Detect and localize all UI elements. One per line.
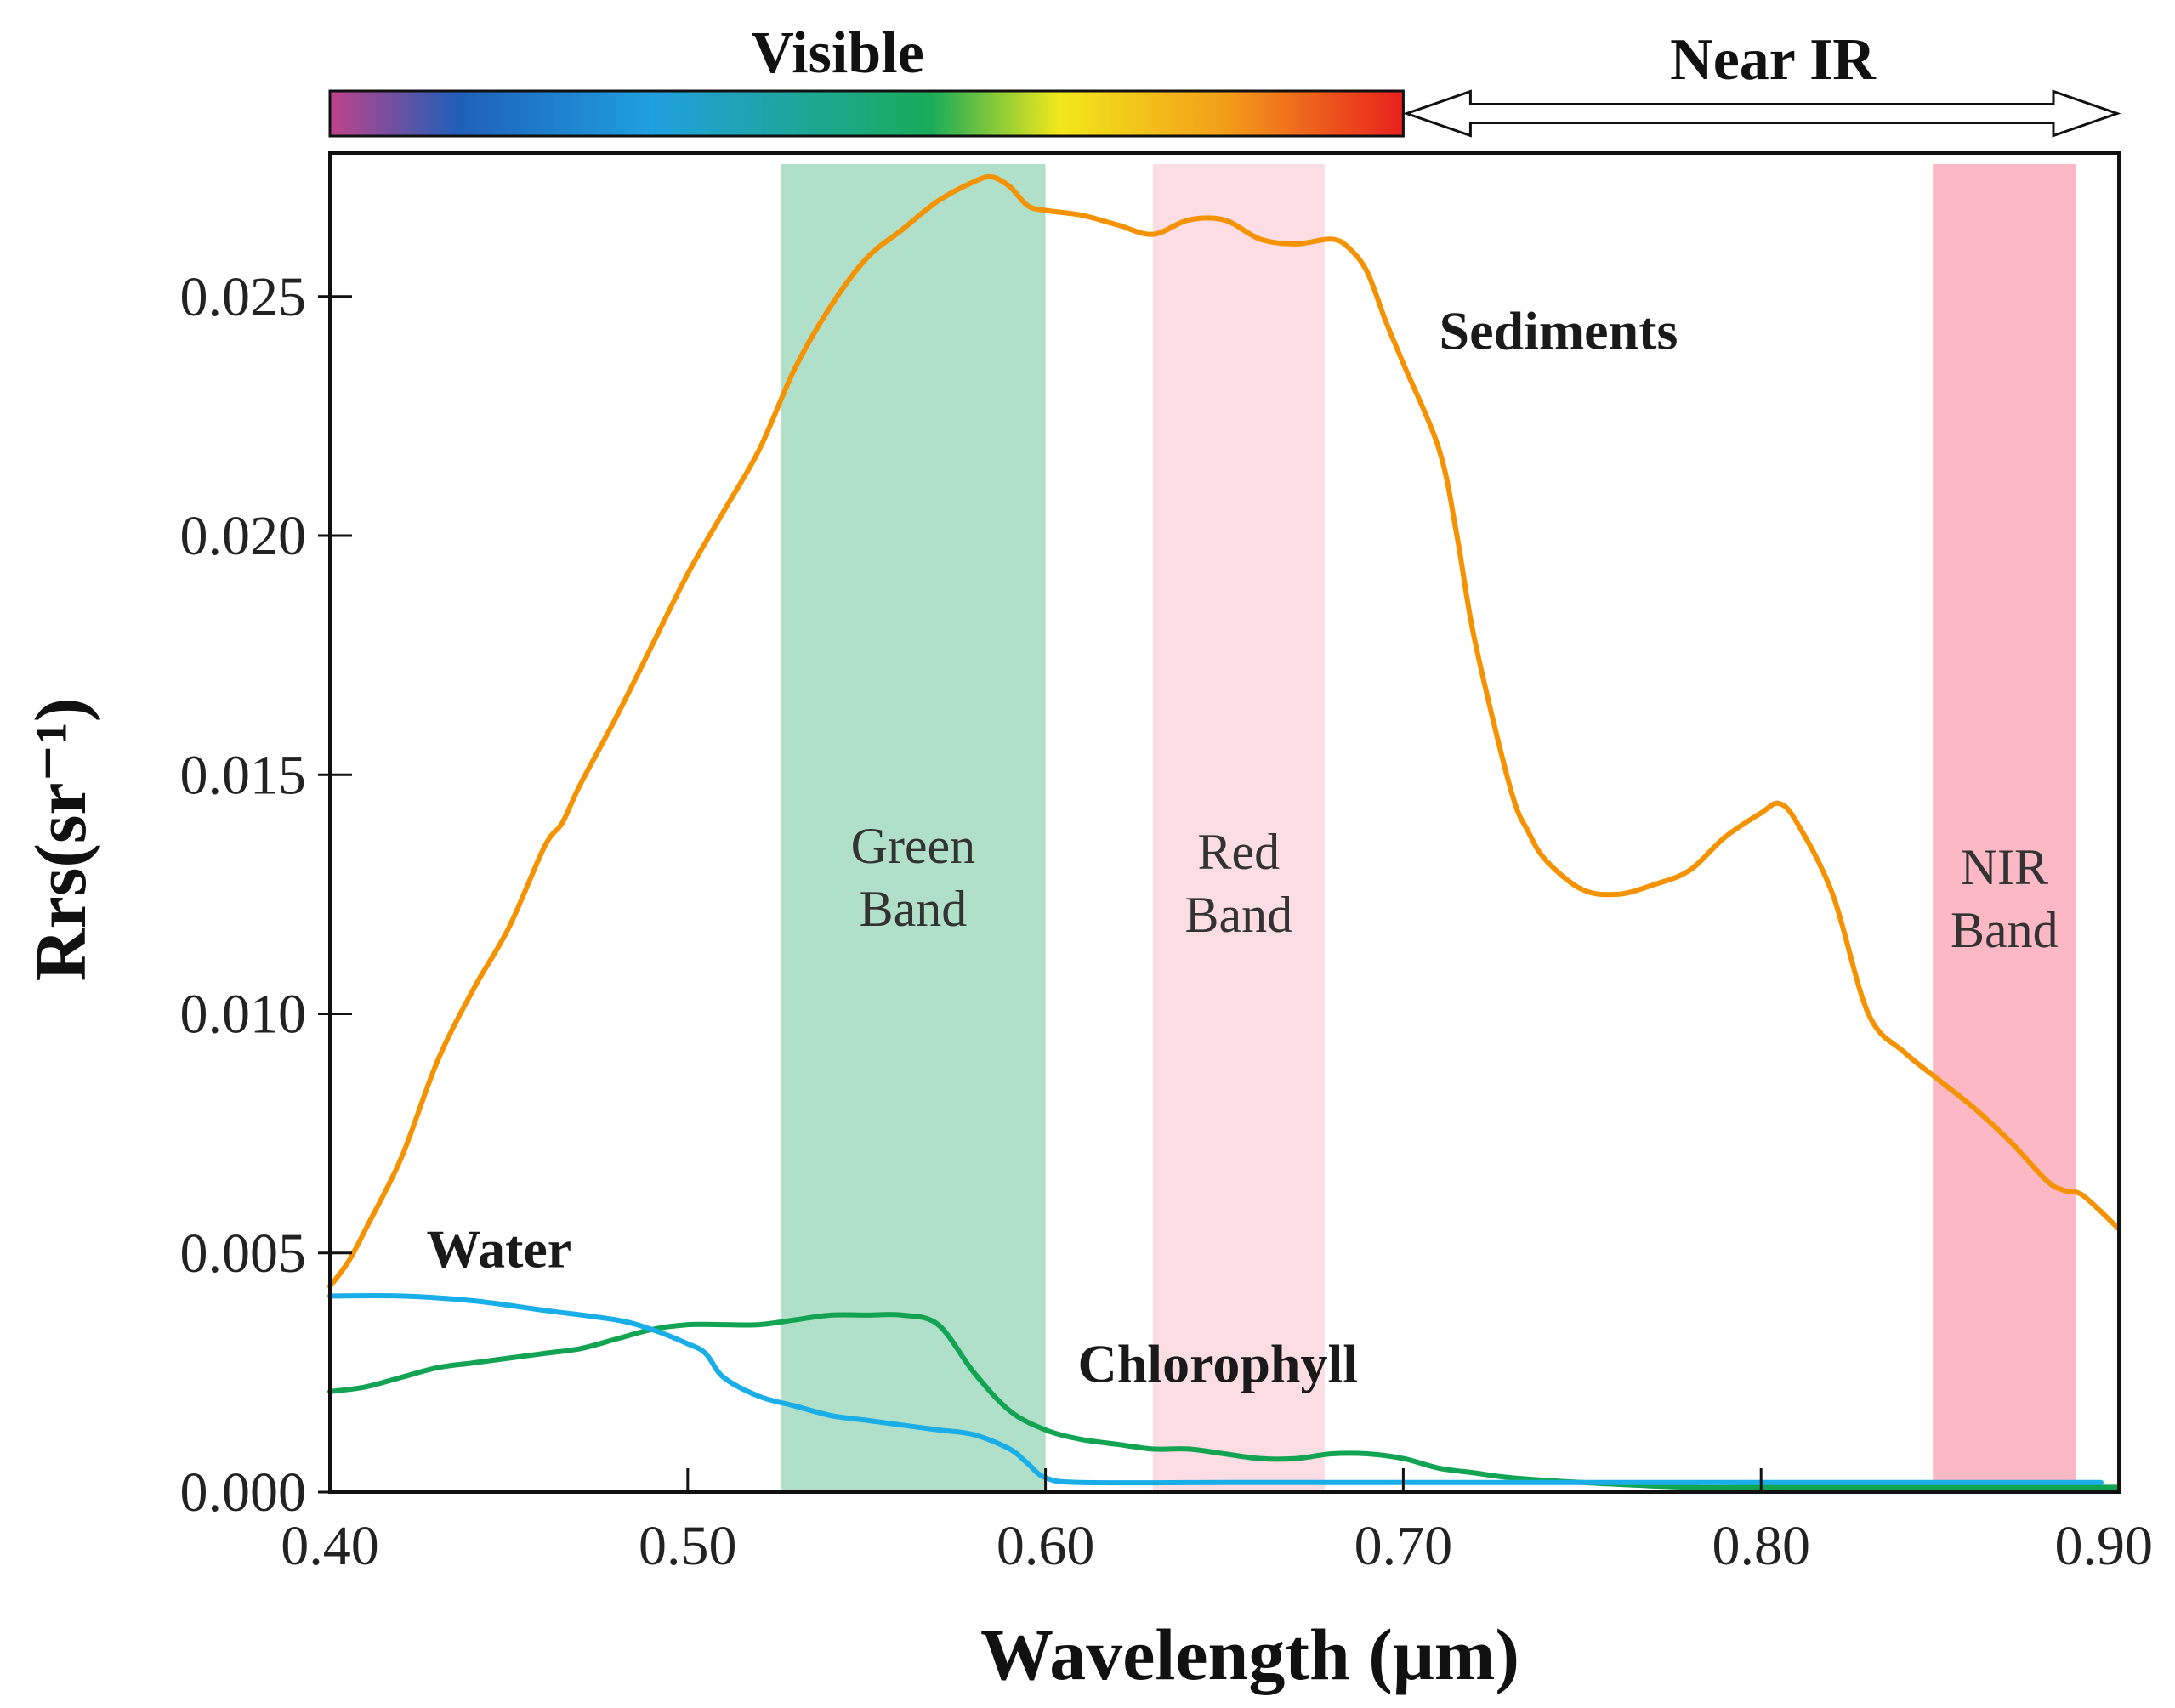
series-line-chlorophyll [327, 1312, 2121, 1490]
y-axis-title: Rrs(sr⁻¹) [20, 698, 101, 982]
visible-spectrum-gradient [328, 89, 1405, 138]
curve-labels: Sediments Water Chlorophyll [427, 301, 1678, 1394]
x-tick-label: 0.80 [1712, 1515, 1810, 1577]
x-tick-label: 0.70 [1354, 1515, 1453, 1577]
near-ir-double-arrow [1402, 89, 2121, 138]
x-tick-label: 0.50 [639, 1515, 737, 1577]
series-layer [327, 173, 2121, 1490]
x-tick-label: 0.40 [281, 1515, 379, 1577]
bands-layer [781, 164, 2076, 1492]
band-green-band [781, 164, 1046, 1492]
y-tick-label: 0.015 [180, 744, 307, 806]
y-tick-label: 0.025 [180, 266, 307, 328]
band-red-band [1152, 164, 1325, 1492]
y-tick-label: 0.010 [180, 984, 307, 1046]
band-label-line2: Band [860, 881, 968, 937]
y-tick-label: 0.000 [180, 1461, 307, 1524]
band-label-line1: Green [851, 818, 976, 874]
x-axis-title: Wavelength (μm) [980, 1614, 1519, 1695]
series-line-sediments [327, 173, 2121, 1290]
y-tick-label: 0.020 [180, 505, 307, 567]
visible-label: Visible [751, 20, 924, 86]
curve-label-chlorophyll: Chlorophyll [1077, 1334, 1358, 1394]
x-tick-label: 0.90 [2055, 1515, 2154, 1577]
plot-frame [328, 151, 2121, 1494]
band-label-line1: Red [1198, 824, 1281, 880]
near-ir-label: Near IR [1670, 27, 1877, 93]
series-line-water [327, 1292, 2104, 1486]
band-label-line2: Band [1185, 887, 1293, 943]
x-axis: 0.40 0.50 0.60 0.70 0.80 0.90 [281, 1468, 2153, 1577]
curve-label-sediments: Sediments [1439, 301, 1678, 361]
spectrum-bar: Visible Near IR [328, 20, 2121, 138]
band-label-line1: NIR [1961, 839, 2048, 895]
x-tick-label: 0.60 [997, 1515, 1095, 1577]
band-label-line2: Band [1951, 902, 2059, 958]
band-labels: Green Band Red Band NIR Band [851, 818, 2059, 958]
band-nir-band [1933, 164, 2076, 1492]
y-axis: 0.000 0.005 0.010 0.015 0.020 0.025 [180, 266, 352, 1524]
curve-label-water: Water [427, 1219, 572, 1280]
y-tick-label: 0.005 [180, 1223, 307, 1285]
